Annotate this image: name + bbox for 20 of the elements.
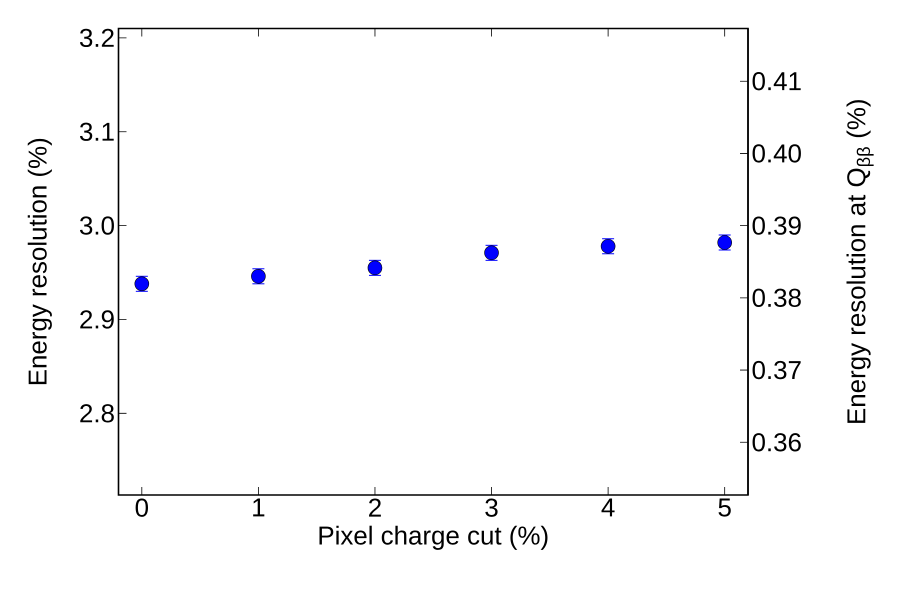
y2-tick-label: 0.40 <box>752 144 801 163</box>
y-tick-label: 3.2 <box>80 28 114 48</box>
y-tick-label: 3.1 <box>80 122 114 141</box>
x-tick-label: 0 <box>136 498 148 517</box>
x-tick-label: 3 <box>485 498 498 517</box>
y-axis-title: Energy resolution (%) <box>28 138 52 384</box>
y2-tick-label: 0.41 <box>752 72 801 90</box>
y2-tick-label: 0.36 <box>752 433 801 452</box>
y2-tick-label: 0.38 <box>752 288 801 308</box>
y-tick-label: 3.0 <box>80 216 114 235</box>
x-tick-label: 1 <box>253 498 264 516</box>
y-tick-label: 2.8 <box>80 404 114 423</box>
y2-tick-label: 0.39 <box>752 216 801 235</box>
x-tick-label: 2 <box>369 498 381 517</box>
y-tick-label: 2.9 <box>80 310 114 329</box>
x-tick-label: 4 <box>602 498 615 516</box>
x-tick-label: 5 <box>718 498 731 517</box>
x-axis-title: Pixel charge cut (%) <box>319 526 548 550</box>
y2-axis-title: Energy resolution at Q$_{ββ}$ (%) <box>846 100 874 423</box>
y2-tick-label: 0.37 <box>752 360 801 380</box>
